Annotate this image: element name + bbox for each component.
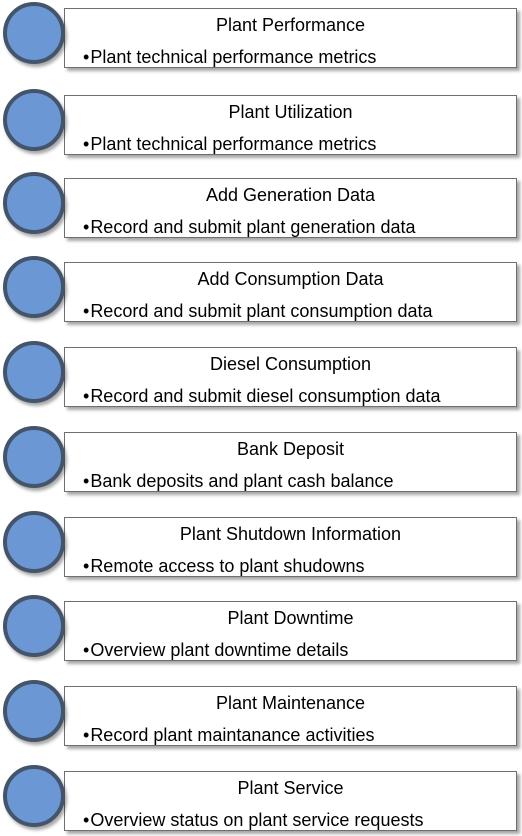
menu-item-description-text: Record and submit diesel consumption dat… — [90, 386, 441, 406]
menu-item-add-consumption-data[interactable]: Add Consumption Data •Record and submit … — [0, 254, 522, 326]
menu-item-description-text: Bank deposits and plant cash balance — [90, 471, 394, 491]
menu-item-card[interactable]: Plant Maintenance •Record plant maintana… — [64, 686, 517, 746]
menu-item-description-text: Record plant maintanance activities — [90, 725, 375, 745]
bullet-icon: • — [83, 556, 90, 576]
menu-item-card[interactable]: Bank Deposit •Bank deposits and plant ca… — [64, 432, 517, 492]
menu-item-plant-utilization[interactable]: Plant Utilization •Plant technical perfo… — [0, 87, 522, 159]
circle-icon[interactable] — [3, 341, 65, 403]
circle-icon[interactable] — [3, 426, 65, 488]
menu-item-description: •Overview status on plant service reques… — [83, 809, 424, 830]
circle-icon[interactable] — [3, 89, 65, 151]
menu-item-title: Add Generation Data — [205, 185, 376, 205]
circle-icon[interactable] — [3, 765, 65, 827]
bullet-icon: • — [83, 471, 90, 491]
menu-item-title: Add Consumption Data — [197, 269, 384, 289]
menu-item-title: Plant Utilization — [228, 102, 353, 122]
menu-item-diesel-consumption[interactable]: Diesel Consumption •Record and submit di… — [0, 339, 522, 411]
menu-item-description-text: Overview plant downtime details — [90, 640, 349, 660]
menu-item-card[interactable]: Plant Performance •Plant technical perfo… — [64, 8, 517, 68]
bullet-icon: • — [83, 810, 90, 830]
circle-icon[interactable] — [3, 172, 65, 234]
menu-item-card[interactable]: Add Generation Data •Record and submit p… — [64, 178, 517, 238]
menu-item-description-text: Record and submit plant generation data — [90, 217, 416, 237]
menu-item-title: Plant Downtime — [227, 608, 354, 628]
bullet-icon: • — [83, 386, 90, 406]
menu-item-description: •Record and submit plant consumption dat… — [83, 300, 433, 321]
menu-item-plant-maintenance[interactable]: Plant Maintenance •Record plant maintana… — [0, 678, 522, 750]
menu-item-description-text: Record and submit plant consumption data — [90, 301, 433, 321]
menu-item-card[interactable]: Plant Service •Overview status on plant … — [64, 771, 517, 831]
menu-item-card[interactable]: Diesel Consumption •Record and submit di… — [64, 347, 517, 407]
menu-item-card[interactable]: Plant Downtime •Overview plant downtime … — [64, 601, 517, 661]
menu-item-description: •Record and submit diesel consumption da… — [83, 385, 441, 406]
menu-item-description: •Remote access to plant shudowns — [83, 555, 365, 576]
menu-item-title: Plant Performance — [215, 15, 366, 35]
menu-item-description-text: Overview status on plant service request… — [90, 810, 424, 830]
circle-icon[interactable] — [3, 2, 65, 64]
menu-item-description-text: Plant technical performance metrics — [90, 47, 377, 67]
menu-item-bank-deposit[interactable]: Bank Deposit •Bank deposits and plant ca… — [0, 424, 522, 496]
menu-item-description: •Overview plant downtime details — [83, 639, 349, 660]
menu-item-add-generation-data[interactable]: Add Generation Data •Record and submit p… — [0, 170, 522, 242]
bullet-icon: • — [83, 725, 90, 745]
menu-item-plant-shutdown-information[interactable]: Plant Shutdown Information •Remote acces… — [0, 509, 522, 581]
menu-item-description: •Plant technical performance metrics — [83, 133, 377, 154]
menu-item-description-text: Remote access to plant shudowns — [90, 556, 365, 576]
menu-item-card[interactable]: Add Consumption Data •Record and submit … — [64, 262, 517, 322]
bullet-icon: • — [83, 640, 90, 660]
menu-item-plant-service[interactable]: Plant Service •Overview status on plant … — [0, 763, 522, 835]
bullet-icon: • — [83, 217, 90, 237]
menu-item-description: •Plant technical performance metrics — [83, 46, 377, 67]
menu-item-description: •Bank deposits and plant cash balance — [83, 470, 394, 491]
circle-icon[interactable] — [3, 680, 65, 742]
menu-item-title: Bank Deposit — [236, 439, 345, 459]
menu-item-description: •Record and submit plant generation data — [83, 216, 416, 237]
circle-icon[interactable] — [3, 511, 65, 573]
bullet-icon: • — [83, 47, 90, 67]
menu-item-card[interactable]: Plant Utilization •Plant technical perfo… — [64, 95, 517, 155]
menu-item-title: Diesel Consumption — [209, 354, 372, 374]
circle-icon[interactable] — [3, 256, 65, 318]
menu-item-title: Plant Shutdown Information — [179, 524, 402, 544]
menu-item-description: •Record plant maintanance activities — [83, 724, 375, 745]
menu-item-card[interactable]: Plant Shutdown Information •Remote acces… — [64, 517, 517, 577]
menu-item-description-text: Plant technical performance metrics — [90, 134, 377, 154]
menu-item-plant-downtime[interactable]: Plant Downtime •Overview plant downtime … — [0, 593, 522, 665]
menu-item-title: Plant Maintenance — [215, 693, 366, 713]
bullet-icon: • — [83, 134, 90, 154]
menu-item-title: Plant Service — [237, 778, 344, 798]
menu-item-plant-performance[interactable]: Plant Performance •Plant technical perfo… — [0, 0, 522, 72]
circle-icon[interactable] — [3, 595, 65, 657]
bullet-icon: • — [83, 301, 90, 321]
